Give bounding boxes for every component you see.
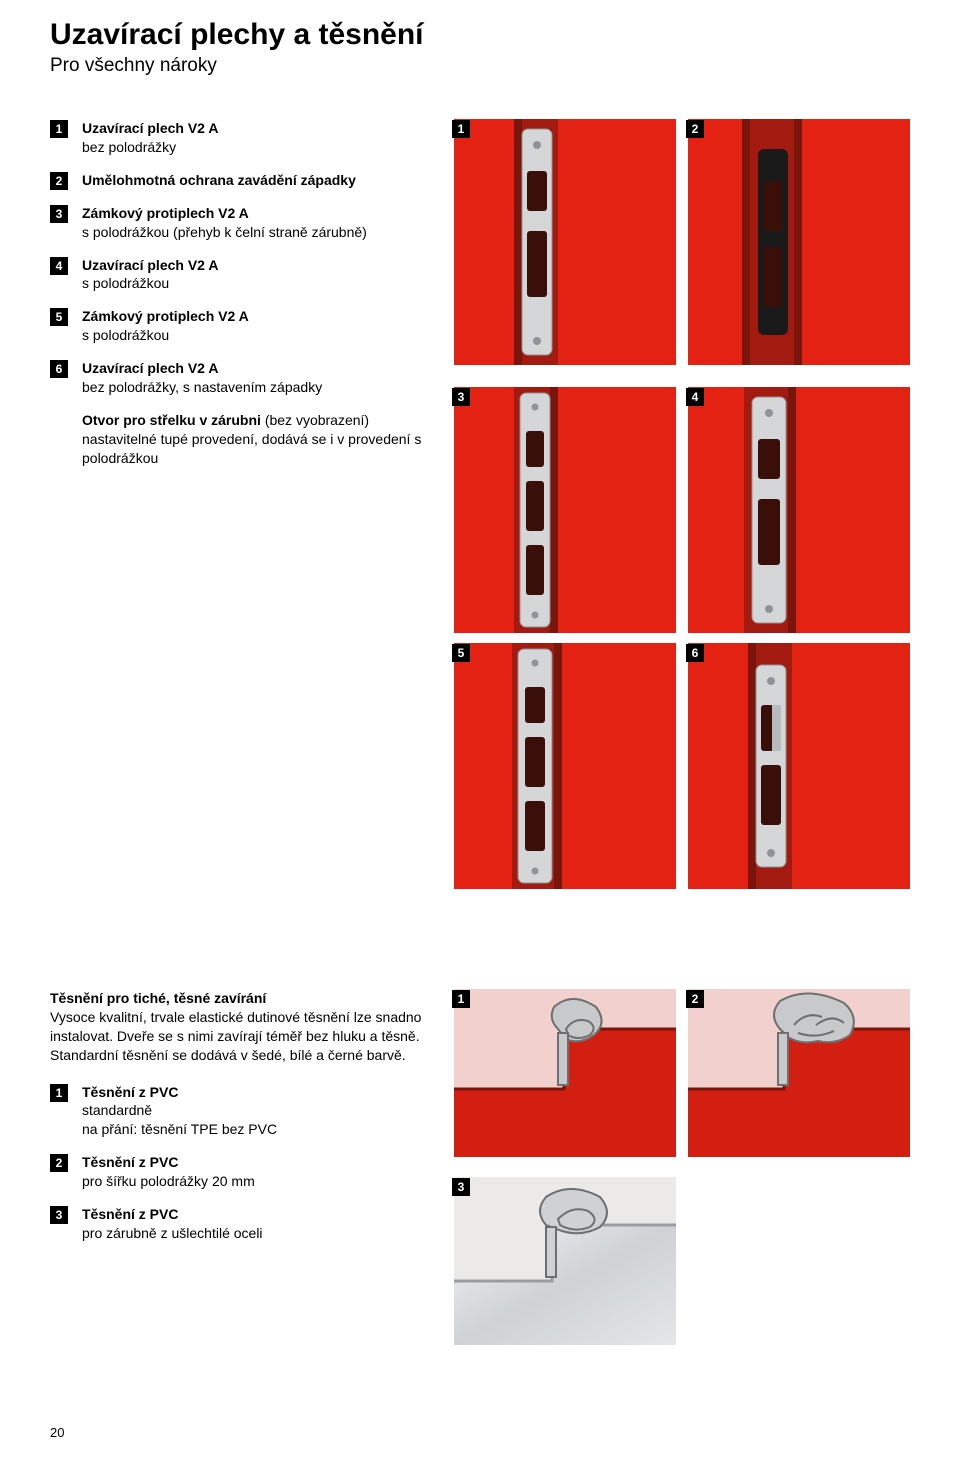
gasket-image-1: 1 bbox=[454, 989, 676, 1157]
striker-images: 1 2 bbox=[442, 119, 910, 889]
gasket-description: Vysoce kvalitní, trvale elastické dutino… bbox=[50, 1008, 430, 1065]
gasket-heading: Těsnění pro tiché, těsné zavírání bbox=[50, 989, 430, 1008]
gasket-text: Těsnění pro tiché, těsné zavírání Vysoce… bbox=[50, 989, 430, 1345]
striker-image-4: 4 bbox=[688, 387, 910, 633]
badge-g3: 3 bbox=[50, 1206, 68, 1224]
striker-list: 1 Uzavírací plech V2 A bez polodrážky 2 … bbox=[50, 119, 430, 889]
list-item: 2 Umělohmotná ochrana zavádění západky bbox=[50, 171, 430, 190]
gasket-image-3: 3 bbox=[454, 1177, 676, 1345]
striker-image-3: 3 bbox=[454, 387, 676, 633]
gasket-section: Těsnění pro tiché, těsné zavírání Vysoce… bbox=[50, 989, 910, 1345]
list-text: Těsnění z PVC standardně na přání: těsně… bbox=[82, 1083, 277, 1140]
badge-5: 5 bbox=[50, 308, 68, 326]
list-text: Zámkový protiplech V2 A s polodrážkou bbox=[82, 307, 249, 345]
list-item: 3 Zámkový protiplech V2 A s polodrážkou … bbox=[50, 204, 430, 242]
striker-image-1: 1 bbox=[454, 119, 676, 365]
badge-3: 3 bbox=[50, 205, 68, 223]
page-title: Uzavírací plechy a těsnění bbox=[50, 18, 910, 51]
gasket-image-2: 2 bbox=[688, 989, 910, 1157]
gasket-item: 2 Těsnění z PVC pro šířku polodrážky 20 … bbox=[50, 1153, 430, 1191]
list-item: 6 Uzavírací plech V2 A bez polodrážky, s… bbox=[50, 359, 430, 397]
gasket-images: 1 2 bbox=[442, 989, 910, 1345]
striker-image-2: 2 bbox=[688, 119, 910, 365]
page-subtitle: Pro všechny nároky bbox=[50, 55, 910, 77]
list-item: 4 Uzavírací plech V2 A s polodrážkou bbox=[50, 256, 430, 294]
badge-g1: 1 bbox=[50, 1084, 68, 1102]
list-text: Těsnění z PVC pro zárubně z ušlechtilé o… bbox=[82, 1205, 263, 1243]
striker-image-6: 6 bbox=[688, 643, 910, 889]
badge-6: 6 bbox=[50, 360, 68, 378]
list-text: Uzavírací plech V2 A bez polodrážky bbox=[82, 119, 218, 157]
badge-4: 4 bbox=[50, 257, 68, 275]
list-text: Těsnění z PVC pro šířku polodrážky 20 mm bbox=[82, 1153, 255, 1191]
gasket-item: 3 Těsnění z PVC pro zárubně z ušlechtilé… bbox=[50, 1205, 430, 1243]
badge-g2: 2 bbox=[50, 1154, 68, 1172]
badge-2: 2 bbox=[50, 172, 68, 190]
list-text: Uzavírací plech V2 A s polodrážkou bbox=[82, 256, 218, 294]
list-text: Umělohmotná ochrana zavádění západky bbox=[82, 171, 356, 190]
list-item: 1 Uzavírací plech V2 A bez polodrážky bbox=[50, 119, 430, 157]
badge-1: 1 bbox=[50, 120, 68, 138]
top-section: 1 Uzavírací plech V2 A bez polodrážky 2 … bbox=[50, 119, 910, 889]
extra-note: Otvor pro střelku v zárubni (bez vyobraz… bbox=[82, 411, 430, 468]
list-text: Zámkový protiplech V2 A s polodrážkou (p… bbox=[82, 204, 367, 242]
list-text: Uzavírací plech V2 A bez polodrážky, s n… bbox=[82, 359, 322, 397]
list-item: 5 Zámkový protiplech V2 A s polodrážkou bbox=[50, 307, 430, 345]
page-number: 20 bbox=[50, 1425, 910, 1440]
gasket-item: 1 Těsnění z PVC standardně na přání: těs… bbox=[50, 1083, 430, 1140]
striker-image-5: 5 bbox=[454, 643, 676, 889]
